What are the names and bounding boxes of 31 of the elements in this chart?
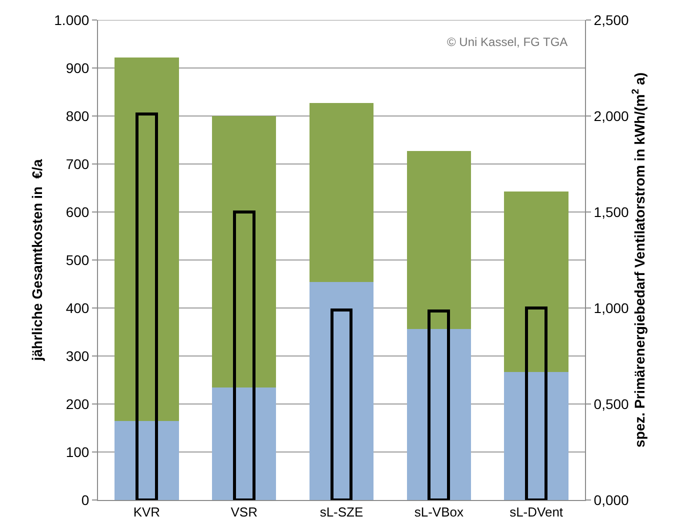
x-tick-label: KVR [133, 504, 160, 520]
x-tick-label: sL-DVent [510, 504, 564, 520]
x-tick-label: VSR [230, 504, 258, 520]
y2-tick-label: 1,500 [594, 204, 630, 220]
bar [212, 116, 276, 388]
y-axis-title: jährliche Gesamtkosten in €/a [28, 159, 45, 362]
bar [309, 282, 374, 500]
y2-tick-label: 1,000 [594, 300, 630, 316]
y2-tick-label: 0,500 [594, 396, 630, 412]
y2-tick-label: 0,000 [594, 492, 630, 508]
y-tick-label: 400 [66, 300, 90, 316]
y-tick-label: 100 [66, 444, 90, 460]
y-tick-label: 500 [66, 252, 90, 268]
y-tick-label: 300 [66, 348, 90, 364]
y2-tick-label: 2,500 [594, 12, 630, 28]
x-tick-label: sL-SZE [320, 504, 364, 520]
bar [114, 57, 179, 421]
bar [406, 151, 472, 330]
bar [504, 372, 568, 500]
y-tick-label: 900 [66, 60, 90, 76]
y-tick-label: 0 [81, 492, 90, 508]
y-tick-label: 200 [66, 396, 90, 412]
bar [309, 103, 374, 282]
y2-tick-label: 2,000 [594, 108, 630, 124]
y-tick-label: 1.000 [54, 12, 90, 28]
x-tick-label: sL-VBox [414, 504, 464, 520]
y-tick-label: 600 [66, 204, 90, 220]
y-tick-label: 700 [66, 156, 90, 172]
annotation: © Uni Kassel, FG TGA [447, 35, 568, 49]
bar [504, 191, 568, 372]
y-tick-label: 800 [66, 108, 90, 124]
